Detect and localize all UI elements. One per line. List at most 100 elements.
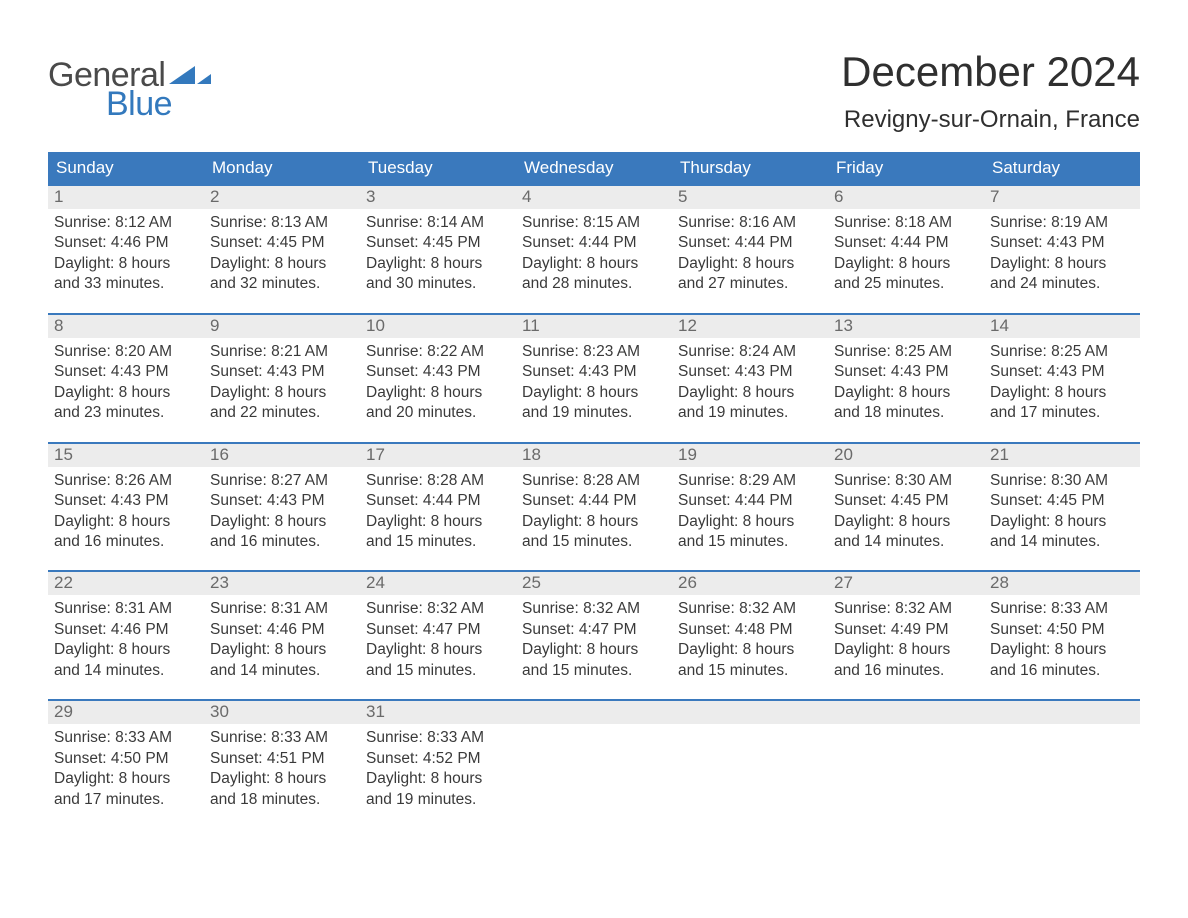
day-line: Daylight: 8 hours — [210, 254, 354, 274]
day-cell: 7Sunrise: 8:19 AMSunset: 4:43 PMDaylight… — [984, 184, 1140, 295]
day-line: Daylight: 8 hours — [210, 512, 354, 532]
location-text: Revigny-sur-Ornain, France — [841, 106, 1140, 134]
day-number: 30 — [204, 699, 360, 724]
day-number: . — [516, 699, 672, 724]
day-line: Daylight: 8 hours — [366, 512, 510, 532]
day-number: 13 — [828, 313, 984, 338]
day-number: 17 — [360, 442, 516, 467]
day-number: 6 — [828, 184, 984, 209]
day-number: 20 — [828, 442, 984, 467]
day-line: and 19 minutes. — [366, 790, 510, 810]
day-header-thu: Thursday — [672, 152, 828, 184]
day-line: Daylight: 8 hours — [54, 254, 198, 274]
day-number: 27 — [828, 570, 984, 595]
week-row: 15Sunrise: 8:26 AMSunset: 4:43 PMDayligh… — [48, 442, 1140, 553]
day-number: 11 — [516, 313, 672, 338]
day-body: Sunrise: 8:25 AMSunset: 4:43 PMDaylight:… — [984, 338, 1140, 424]
day-number: 8 — [48, 313, 204, 338]
day-body: Sunrise: 8:32 AMSunset: 4:48 PMDaylight:… — [672, 595, 828, 681]
day-line: and 19 minutes. — [678, 403, 822, 423]
day-line: Sunset: 4:44 PM — [678, 233, 822, 253]
day-line: and 16 minutes. — [990, 661, 1134, 681]
day-line: Daylight: 8 hours — [990, 640, 1134, 660]
day-line: Sunrise: 8:32 AM — [834, 599, 978, 619]
day-cell: . — [984, 699, 1140, 810]
day-line: and 15 minutes. — [678, 532, 822, 552]
week-row: 22Sunrise: 8:31 AMSunset: 4:46 PMDayligh… — [48, 570, 1140, 681]
day-line: Daylight: 8 hours — [834, 383, 978, 403]
day-line: and 18 minutes. — [210, 790, 354, 810]
day-line: Daylight: 8 hours — [522, 640, 666, 660]
day-line: and 27 minutes. — [678, 274, 822, 294]
day-number: 18 — [516, 442, 672, 467]
day-body: Sunrise: 8:32 AMSunset: 4:49 PMDaylight:… — [828, 595, 984, 681]
day-line: Daylight: 8 hours — [990, 254, 1134, 274]
day-line: Sunrise: 8:28 AM — [366, 471, 510, 491]
week-row: 1Sunrise: 8:12 AMSunset: 4:46 PMDaylight… — [48, 184, 1140, 295]
day-line: Sunset: 4:45 PM — [366, 233, 510, 253]
day-number: . — [984, 699, 1140, 724]
day-cell: 29Sunrise: 8:33 AMSunset: 4:50 PMDayligh… — [48, 699, 204, 810]
page-title: December 2024 — [841, 48, 1140, 96]
day-cell: 23Sunrise: 8:31 AMSunset: 4:46 PMDayligh… — [204, 570, 360, 681]
day-body: Sunrise: 8:25 AMSunset: 4:43 PMDaylight:… — [828, 338, 984, 424]
day-body: Sunrise: 8:23 AMSunset: 4:43 PMDaylight:… — [516, 338, 672, 424]
day-line: Daylight: 8 hours — [834, 640, 978, 660]
day-line: Daylight: 8 hours — [54, 383, 198, 403]
day-body: Sunrise: 8:18 AMSunset: 4:44 PMDaylight:… — [828, 209, 984, 295]
day-line: Daylight: 8 hours — [990, 512, 1134, 532]
day-line: Sunrise: 8:28 AM — [522, 471, 666, 491]
day-number: 22 — [48, 570, 204, 595]
day-body: Sunrise: 8:21 AMSunset: 4:43 PMDaylight:… — [204, 338, 360, 424]
day-line: Sunset: 4:50 PM — [54, 749, 198, 769]
day-header-mon: Monday — [204, 152, 360, 184]
day-body: Sunrise: 8:12 AMSunset: 4:46 PMDaylight:… — [48, 209, 204, 295]
day-line: Daylight: 8 hours — [522, 512, 666, 532]
day-line: Sunset: 4:46 PM — [54, 233, 198, 253]
day-number: 9 — [204, 313, 360, 338]
day-number: 15 — [48, 442, 204, 467]
day-line: Sunset: 4:43 PM — [990, 362, 1134, 382]
day-line: Daylight: 8 hours — [366, 640, 510, 660]
day-body: Sunrise: 8:27 AMSunset: 4:43 PMDaylight:… — [204, 467, 360, 553]
day-header-fri: Friday — [828, 152, 984, 184]
day-body: Sunrise: 8:28 AMSunset: 4:44 PMDaylight:… — [360, 467, 516, 553]
brand-word2: Blue — [106, 85, 211, 124]
day-line: Sunrise: 8:32 AM — [678, 599, 822, 619]
day-cell: 1Sunrise: 8:12 AMSunset: 4:46 PMDaylight… — [48, 184, 204, 295]
day-line: Sunrise: 8:33 AM — [54, 728, 198, 748]
day-line: Daylight: 8 hours — [210, 769, 354, 789]
day-line: and 15 minutes. — [366, 532, 510, 552]
day-line: and 15 minutes. — [522, 661, 666, 681]
day-line: Daylight: 8 hours — [210, 383, 354, 403]
day-number: 10 — [360, 313, 516, 338]
day-line: Sunset: 4:44 PM — [522, 491, 666, 511]
day-cell: . — [828, 699, 984, 810]
day-line: and 32 minutes. — [210, 274, 354, 294]
day-line: Daylight: 8 hours — [366, 769, 510, 789]
day-line: and 14 minutes. — [834, 532, 978, 552]
day-line: Sunset: 4:43 PM — [54, 491, 198, 511]
day-line: and 16 minutes. — [54, 532, 198, 552]
day-number: 19 — [672, 442, 828, 467]
day-cell: 15Sunrise: 8:26 AMSunset: 4:43 PMDayligh… — [48, 442, 204, 553]
day-line: Sunset: 4:43 PM — [522, 362, 666, 382]
day-number: 21 — [984, 442, 1140, 467]
day-line: Daylight: 8 hours — [678, 254, 822, 274]
day-cell: 9Sunrise: 8:21 AMSunset: 4:43 PMDaylight… — [204, 313, 360, 424]
day-body: Sunrise: 8:19 AMSunset: 4:43 PMDaylight:… — [984, 209, 1140, 295]
day-line: Sunset: 4:43 PM — [210, 362, 354, 382]
day-line: Sunset: 4:45 PM — [834, 491, 978, 511]
day-cell: 6Sunrise: 8:18 AMSunset: 4:44 PMDaylight… — [828, 184, 984, 295]
day-cell: 4Sunrise: 8:15 AMSunset: 4:44 PMDaylight… — [516, 184, 672, 295]
day-line: Sunset: 4:46 PM — [54, 620, 198, 640]
brand-logo: General Blue — [48, 56, 211, 124]
day-line: Sunset: 4:49 PM — [834, 620, 978, 640]
day-line: Sunset: 4:43 PM — [990, 233, 1134, 253]
day-body: Sunrise: 8:24 AMSunset: 4:43 PMDaylight:… — [672, 338, 828, 424]
day-line: Sunset: 4:44 PM — [522, 233, 666, 253]
day-line: Sunset: 4:44 PM — [366, 491, 510, 511]
day-number: . — [672, 699, 828, 724]
day-line: and 14 minutes. — [54, 661, 198, 681]
day-number: 29 — [48, 699, 204, 724]
